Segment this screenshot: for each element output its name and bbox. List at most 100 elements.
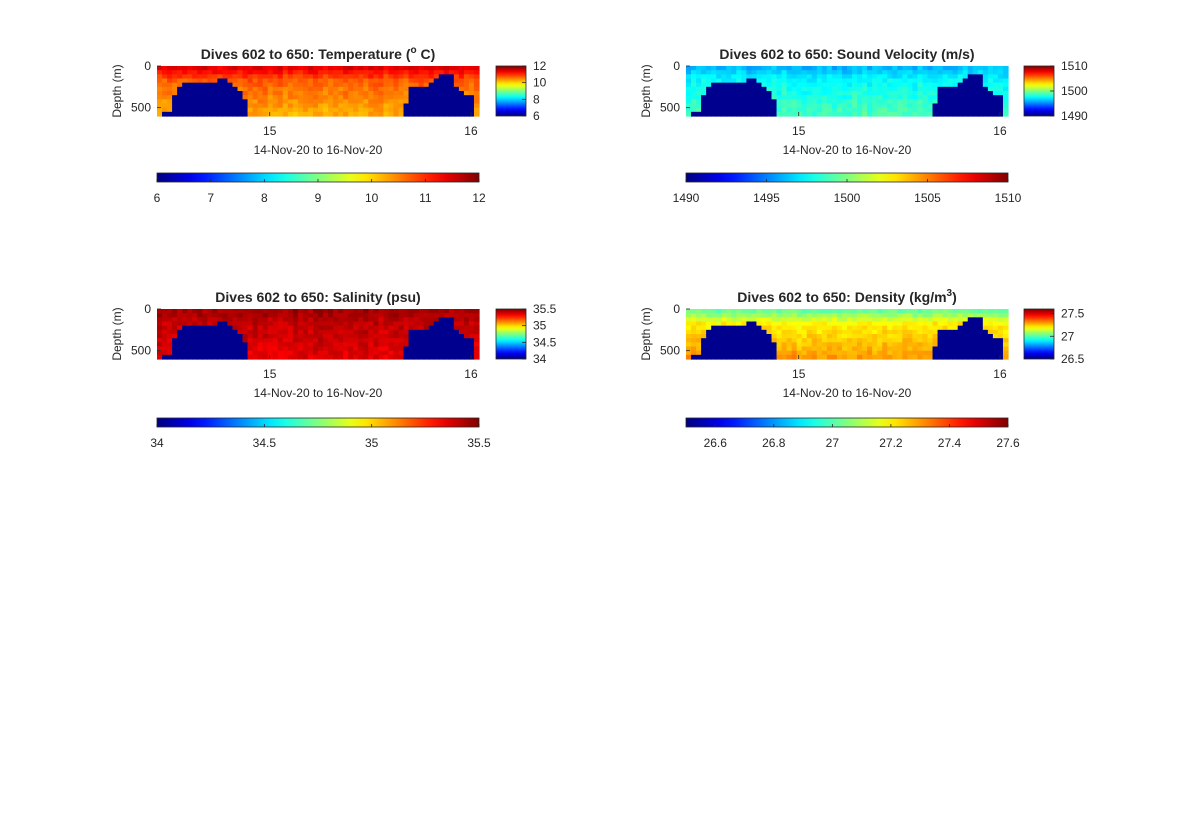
heatmap-cell [207, 95, 213, 100]
heatmap-cell [736, 70, 742, 75]
heatmap-cell [826, 91, 833, 96]
heatmap-cell [448, 317, 455, 323]
heatmap-cell [736, 354, 742, 360]
heatmap-cell [731, 107, 737, 113]
heatmap-cell [826, 103, 833, 109]
heatmap-cell [706, 354, 712, 360]
heatmap-cell [403, 95, 410, 100]
heatmap-cell [368, 82, 374, 88]
heatmap-cell [962, 95, 969, 100]
heatmap-cell [847, 317, 853, 323]
heatmap-cell [691, 70, 697, 75]
heatmap-cell [353, 99, 359, 105]
heatmap-cell [277, 86, 284, 92]
heatmap-cell [1002, 70, 1009, 75]
heatmap-cell [433, 74, 440, 80]
heatmap-cell [696, 111, 702, 117]
heatmap-cell [841, 346, 848, 352]
heatmap-cell [438, 313, 445, 318]
heatmap-cell [307, 317, 314, 323]
section-heatmap [686, 309, 1009, 360]
heatmap-cell [463, 103, 470, 109]
heatmap-cell [413, 325, 420, 331]
heatmap-cell [172, 342, 178, 348]
heatmap-cell [716, 329, 722, 335]
heatmap-cell [706, 70, 712, 75]
heatmap-cell [197, 95, 203, 100]
heatmap-cell [952, 82, 959, 88]
heatmap-cell [378, 334, 385, 339]
heatmap-cell [816, 99, 823, 105]
heatmap-cell [338, 111, 344, 117]
heatmap-cell [312, 313, 319, 318]
heatmap-cell [942, 329, 949, 335]
heatmap-cell [312, 329, 319, 335]
heatmap-cell [237, 82, 244, 88]
heatmap-cell [388, 346, 395, 352]
heatmap-cell [746, 346, 753, 352]
heatmap-cell [902, 74, 908, 80]
heatmap-cell [262, 309, 269, 314]
heatmap-cell [433, 95, 440, 100]
heatmap-cell [443, 74, 450, 80]
heatmap-cell [373, 342, 379, 348]
heatmap-cell [343, 111, 349, 117]
heatmap-cell [686, 70, 692, 75]
heatmap-cell [343, 70, 349, 75]
heatmap-cell [746, 317, 753, 323]
heatmap-cell [696, 82, 702, 88]
heatmap-cell [318, 334, 324, 339]
heatmap-cell [272, 99, 279, 105]
heatmap-cell [746, 70, 753, 75]
heatmap-cell [691, 95, 697, 100]
heatmap-cell [806, 350, 813, 356]
heatmap-cell [353, 103, 359, 109]
heatmap-cell [433, 325, 440, 331]
heatmap-cell [726, 103, 732, 109]
side-colorbar-label: 12 [533, 59, 547, 73]
heatmap-cell [328, 325, 334, 331]
heatmap-cell [937, 329, 944, 335]
heatmap-cell [786, 99, 793, 105]
heatmap-cell [781, 354, 788, 360]
heatmap-cell [312, 103, 319, 109]
heatmap-cell [811, 82, 818, 88]
heatmap-cell [463, 338, 470, 343]
heatmap-cell [282, 70, 289, 75]
heatmap-cell [162, 111, 168, 117]
heatmap-cell [232, 334, 239, 339]
heatmap-cell [887, 91, 893, 96]
heatmap-cell [927, 342, 934, 348]
heatmap-cell [318, 74, 324, 80]
heatmap-cell [262, 82, 269, 88]
heatmap-cell [207, 86, 213, 92]
heatmap-cell [237, 334, 244, 339]
heatmap-cell [167, 346, 173, 352]
heatmap-cell [932, 74, 939, 80]
heatmap-cell [922, 95, 929, 100]
heatmap-cell [333, 91, 339, 96]
heatmap-cell [408, 346, 415, 352]
heatmap-cell [897, 82, 903, 88]
heatmap-cell [217, 86, 224, 92]
heatmap-cell [811, 91, 818, 96]
heatmap-cell [433, 66, 440, 71]
heatmap-cell [781, 325, 788, 331]
heatmap-cell [912, 329, 919, 335]
heatmap-cell [922, 103, 929, 109]
heatmap-cell [423, 95, 430, 100]
heatmap-cell [302, 338, 309, 343]
heatmap-cell [776, 91, 783, 96]
heatmap-cell [811, 86, 818, 92]
heatmap-cell [686, 74, 692, 80]
heatmap-cell [852, 66, 858, 71]
heatmap-cell [917, 99, 924, 105]
heatmap-cell [902, 317, 908, 323]
heatmap-cell [413, 111, 420, 117]
heatmap-cell [202, 107, 208, 113]
heatmap-cell [242, 338, 249, 343]
heatmap-cell [368, 313, 374, 318]
heatmap-cell [731, 329, 737, 335]
heatmap-cell [806, 86, 813, 92]
heatmap-cell [212, 86, 218, 92]
